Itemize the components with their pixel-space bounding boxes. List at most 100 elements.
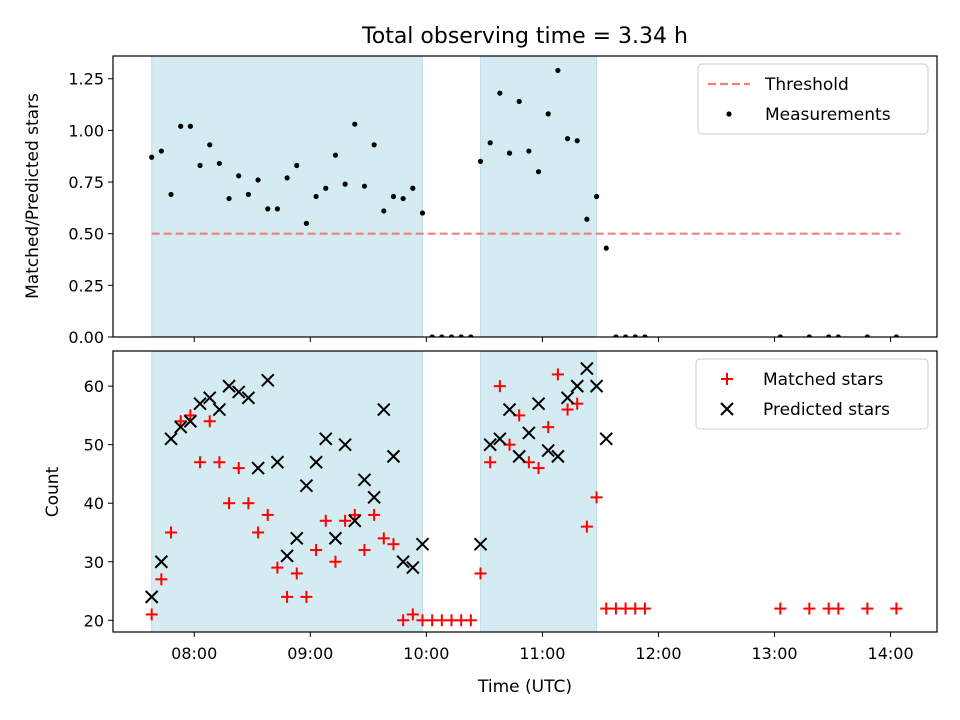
count-predicted-stars-point-b xyxy=(309,455,323,469)
ratio-measurements-point xyxy=(593,193,600,200)
ratio-measurements-point xyxy=(352,121,358,127)
count-matched-stars-point xyxy=(377,532,390,545)
count-predicted-stars-point-b xyxy=(512,449,526,464)
count-matched-stars-point xyxy=(242,497,255,510)
count-legend: Matched stars Predicted stars xyxy=(695,358,929,430)
count-matched-stars-point xyxy=(406,608,419,621)
ratio-y-tick-label: 0.50 xyxy=(68,225,104,244)
count-panel: 20 30 40 50 60 08:00 09:00 10:00 11:00 12:00 13:00… xyxy=(43,350,938,697)
count-predicted-stars-point-b xyxy=(367,490,381,505)
ratio-observing-span-2 xyxy=(480,55,598,338)
count-matched-stars-point xyxy=(261,508,274,521)
count-matched-stars-point xyxy=(174,415,187,428)
count-matched-stars-point xyxy=(184,409,197,422)
count-observing-span-1 xyxy=(151,350,423,633)
ratio-measurements-point xyxy=(564,136,571,142)
count-matched-stars-point xyxy=(329,555,342,568)
count-predicted-stars-point-b xyxy=(241,391,256,405)
ratio-measurements-point xyxy=(178,123,184,129)
ratio-y-axis-label: Matched/Predicted stars xyxy=(23,93,43,299)
ratio-measurements-point xyxy=(555,67,561,74)
count-predicted-stars-point xyxy=(261,373,275,387)
ratio-measurements-point xyxy=(864,334,870,337)
count-predicted-stars-point xyxy=(483,437,497,452)
count-predicted-stars-point xyxy=(280,549,294,563)
count-predicted-stars-point xyxy=(193,396,207,411)
ratio-measurements-point xyxy=(458,334,464,337)
ratio-y-tick-label: 0.00 xyxy=(68,328,104,347)
count-predicted-stars-point-b xyxy=(589,379,604,393)
count-predicted-stars-point-b xyxy=(570,379,584,393)
ratio-measurements-point xyxy=(574,138,580,144)
count-matched-stars-point xyxy=(551,368,564,381)
count-predicted-stars-point xyxy=(328,531,343,546)
count-matched-stars-point xyxy=(774,602,787,615)
count-predicted-stars-point xyxy=(212,402,227,417)
count-predicted-stars-point xyxy=(251,461,265,475)
ratio-legend: Threshold Measurements xyxy=(697,63,929,135)
ratio-measurements-point xyxy=(265,206,271,212)
count-matched-stars-point xyxy=(271,561,284,574)
ratio-y-tick-label: 1.25 xyxy=(68,70,104,89)
ratio-measurements-point xyxy=(477,158,484,164)
count-predicted-stars-point xyxy=(348,514,362,528)
ratio-measurements-point xyxy=(381,208,387,214)
ratio-measurements-point xyxy=(545,111,551,117)
count-matched-stars-point xyxy=(832,602,845,615)
ratio-measurements-point xyxy=(632,334,638,337)
count-axes-frame xyxy=(112,350,938,633)
count-predicted-stars-point xyxy=(367,490,381,505)
count-predicted-stars-point xyxy=(232,385,246,399)
count-predicted-stars-point xyxy=(222,379,236,393)
count-matched-stars-point xyxy=(387,538,400,551)
count-predicted-stars-point xyxy=(299,478,314,493)
count-observing-span-2 xyxy=(480,350,598,633)
count-y-tick-label: 30 xyxy=(84,553,104,572)
ratio-measurements-point xyxy=(255,177,261,183)
count-x-tick-label: 09:00 xyxy=(287,644,333,663)
ratio-measurements-point xyxy=(303,220,310,226)
predicted-legend-marker xyxy=(720,402,734,416)
count-predicted-stars-point xyxy=(522,426,536,440)
count-predicted-stars-point-b xyxy=(560,391,575,405)
ratio-measurements-point xyxy=(197,162,203,169)
count-predicted-stars-point xyxy=(560,391,575,405)
predicted-legend-label: Predicted stars xyxy=(763,400,890,420)
count-matched-stars-point xyxy=(861,602,874,615)
ratio-measurements-point xyxy=(613,334,619,337)
ratio-measurements-point xyxy=(332,152,339,158)
count-predicted-stars-point-b xyxy=(357,473,372,487)
count-legend-box xyxy=(695,358,929,430)
count-predicted-stars-point-b xyxy=(154,555,169,569)
count-predicted-stars-point xyxy=(164,432,178,446)
count-x-tick-label: 08:00 xyxy=(171,644,217,663)
count-predicted-stars-point xyxy=(512,449,526,464)
count-predicted-stars-point-b xyxy=(580,361,594,376)
ratio-measurements-point xyxy=(468,334,474,337)
count-predicted-stars-point xyxy=(531,396,546,411)
count-predicted-stars-point xyxy=(290,531,304,546)
count-predicted-stars-point xyxy=(309,455,323,469)
count-predicted-stars-point xyxy=(270,455,285,469)
ratio-y-tick-label: 0.75 xyxy=(68,173,104,192)
count-predicted-stars-point-b xyxy=(164,432,178,446)
count-matched-stars-point xyxy=(155,573,168,586)
count-matched-stars-point xyxy=(474,567,487,580)
count-predicted-stars-point xyxy=(338,437,352,452)
ratio-measurements-point xyxy=(390,193,397,200)
count-predicted-stars-point-b xyxy=(473,537,488,551)
count-predicted-stars-point-b xyxy=(270,455,285,469)
count-predicted-stars-point-b xyxy=(193,396,207,411)
count-matched-stars-point xyxy=(368,508,381,521)
ratio-panel: Total observing time = 3.34 h 0.000.250.… xyxy=(23,24,938,347)
count-predicted-stars-point xyxy=(396,555,410,569)
count-predicted-stars-point xyxy=(415,537,430,551)
count-predicted-stars-point-b xyxy=(406,560,420,575)
count-predicted-stars-point-b xyxy=(522,426,536,440)
count-predicted-stars-point-b xyxy=(183,414,198,428)
count-predicted-stars-point xyxy=(183,414,198,428)
count-y-tick-label: 50 xyxy=(84,436,104,455)
ratio-measurements-point xyxy=(806,334,812,337)
matched-legend-label: Matched stars xyxy=(763,370,883,390)
measurements-legend-label: Measurements xyxy=(765,105,891,125)
